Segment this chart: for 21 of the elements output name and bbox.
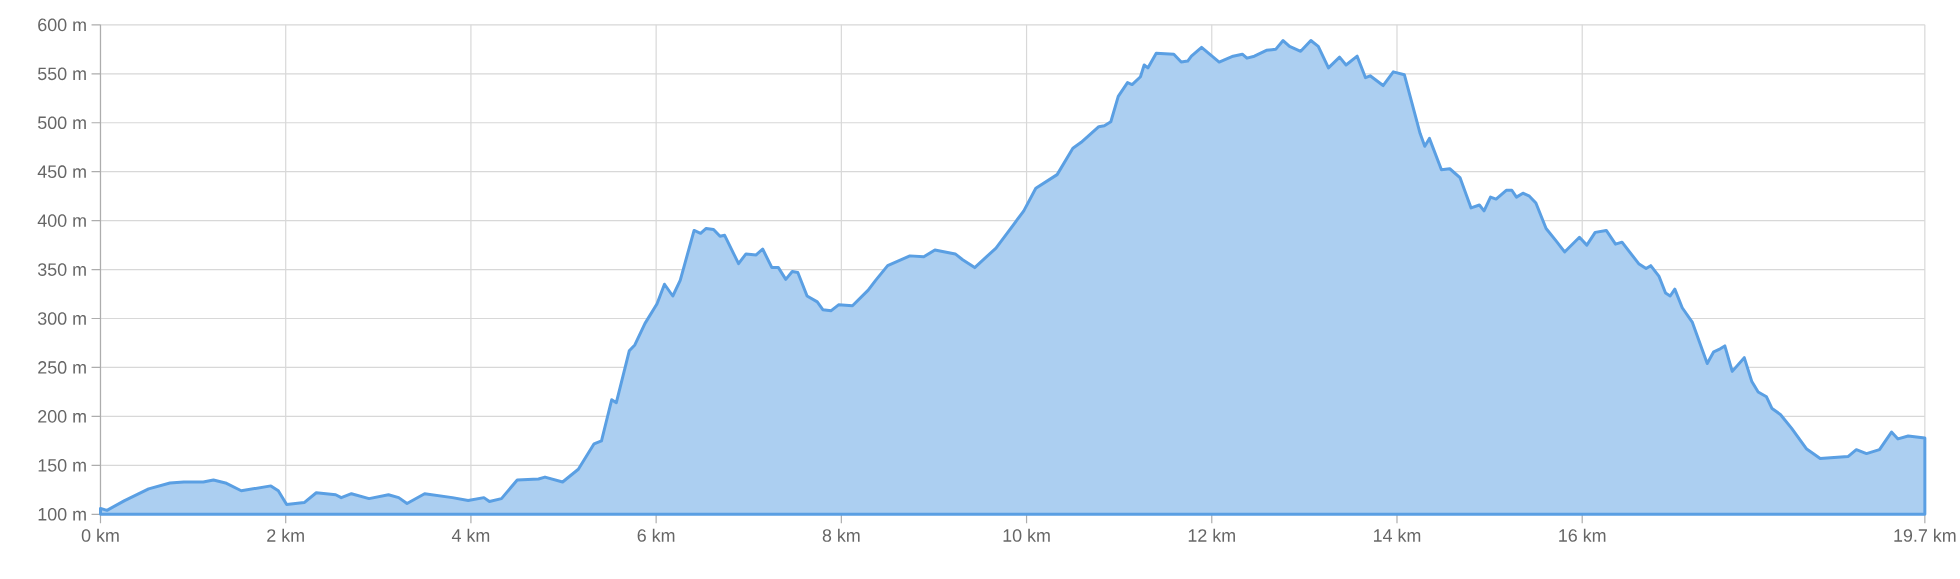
x-tick-label: 19.7 km	[1894, 528, 1956, 542]
x-tick-label: 0 km	[81, 528, 119, 542]
y-tick-label: 400 m	[37, 214, 86, 227]
x-tick-label: 4 km	[451, 528, 490, 542]
y-tick-label: 200 m	[38, 410, 86, 423]
y-tick-label: 500 m	[37, 116, 86, 130]
x-tick-label: 10 km	[1003, 528, 1050, 542]
y-tick-label: 550 m	[37, 67, 86, 81]
y-tick-label: 150 m	[38, 459, 86, 472]
x-tick-label: 2 km	[267, 528, 304, 542]
x-tick-label: 14 km	[1373, 528, 1421, 542]
y-tick-label: 600 m	[38, 18, 86, 32]
y-tick-label: 300 m	[37, 312, 86, 325]
x-tick-label: 8 km	[822, 528, 860, 542]
y-tick-label: 350 m	[37, 263, 86, 276]
x-tick-label: 6 km	[637, 528, 675, 542]
y-tick-label: 450 m	[37, 165, 86, 179]
y-tick-label: 100 m	[38, 507, 86, 521]
x-tick-label: 12 km	[1188, 528, 1235, 542]
x-tick-label: 16 km	[1559, 528, 1606, 542]
y-tick-label: 250 m	[38, 361, 86, 374]
